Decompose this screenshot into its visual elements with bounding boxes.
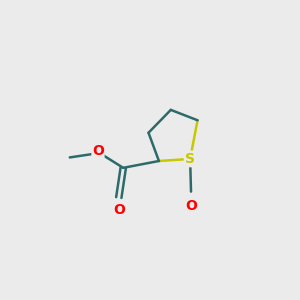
Text: O: O: [92, 145, 104, 158]
Text: O: O: [185, 199, 197, 213]
Text: S: S: [185, 152, 195, 166]
Text: O: O: [113, 203, 125, 218]
